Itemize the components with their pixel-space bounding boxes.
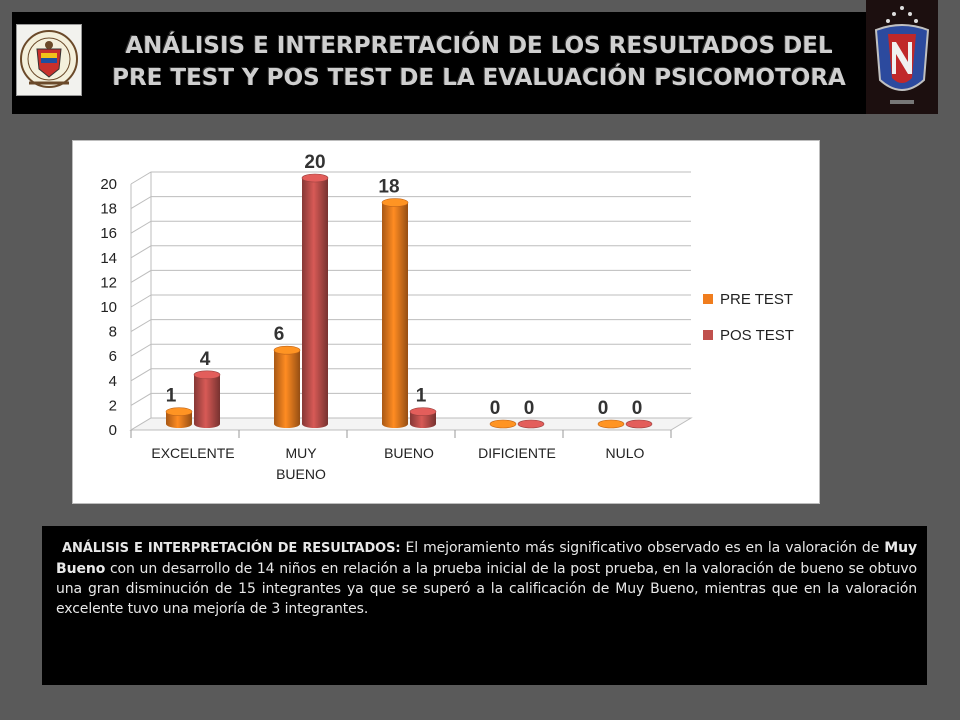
y-tick-label: 20 <box>100 176 117 193</box>
data-label: 0 <box>524 398 535 419</box>
bar-top <box>489 419 517 429</box>
title-bar: ANÁLISIS E INTERPRETACIÓN DE LOS RESULTA… <box>12 12 866 114</box>
data-label: 1 <box>416 386 427 407</box>
legend-swatch <box>703 330 713 340</box>
gridline <box>130 245 691 259</box>
gridline <box>130 269 691 283</box>
gridline <box>130 171 691 185</box>
university-seal-icon <box>16 24 82 96</box>
bar <box>166 411 192 428</box>
gridline <box>130 343 691 357</box>
y-tick-label: 16 <box>100 225 117 242</box>
analysis-heading: ANÁLISIS E INTERPRETACIÓN DE RESULTADOS: <box>62 541 401 556</box>
y-tick-label: 10 <box>100 299 117 316</box>
analysis-text-1: El mejoramiento más significativo observ… <box>400 540 885 556</box>
bar <box>410 411 436 428</box>
data-label: 0 <box>490 398 501 419</box>
x-category-label: NULO <box>606 445 645 461</box>
data-label: 1 <box>166 386 177 407</box>
bar-top <box>597 419 625 429</box>
institution-crest-icon <box>866 0 938 114</box>
bar <box>194 374 220 428</box>
legend-swatch <box>703 294 713 304</box>
gridline <box>130 294 691 308</box>
y-tick-label: 12 <box>100 274 117 291</box>
y-tick-label: 4 <box>109 373 117 390</box>
gridline <box>130 196 691 210</box>
x-category-label: MUY <box>285 445 317 461</box>
data-label: 18 <box>378 177 399 198</box>
y-tick-label: 18 <box>100 201 117 218</box>
y-tick-label: 6 <box>109 348 117 365</box>
bar-chart: 0 2 4 6 8 10 12 14 16 18 20 EXCELENTE MUY BUENO BUENO D… <box>72 140 820 504</box>
bar-top <box>517 419 545 429</box>
bar-top <box>409 407 437 417</box>
x-category-label: DIFICIENTE <box>478 445 556 461</box>
bar-top <box>625 419 653 429</box>
data-label: 6 <box>274 324 285 345</box>
analysis-text-2: con un desarrollo de 14 niños en relació… <box>56 561 917 617</box>
analysis-bold-term: Muy Bueno <box>56 540 917 577</box>
x-category-label: EXCELENTE <box>151 445 234 461</box>
y-tick-label: 2 <box>109 397 117 414</box>
gridline <box>130 319 691 333</box>
bar-top <box>273 345 301 355</box>
gridline <box>130 220 691 234</box>
analysis-panel: ANÁLISIS E INTERPRETACIÓN DE RESULTADOS:… <box>42 526 927 685</box>
y-tick-label: 0 <box>109 422 117 439</box>
bar-top <box>193 370 221 380</box>
data-label: 0 <box>598 398 609 419</box>
data-label: 4 <box>200 349 211 370</box>
x-category-label: BUENO <box>384 445 434 461</box>
page-title: ANÁLISIS E INTERPRETACIÓN DE LOS RESULTA… <box>112 33 846 91</box>
bar <box>302 178 328 428</box>
bar <box>274 350 300 428</box>
bar-top <box>381 198 409 207</box>
legend-label: PRE TEST <box>720 291 793 308</box>
y-tick-label: 8 <box>109 324 117 341</box>
bar <box>382 202 408 428</box>
data-label: 20 <box>304 152 325 173</box>
bar-top <box>165 407 193 417</box>
legend-label: POS TEST <box>720 327 794 344</box>
analysis-paragraph: ANÁLISIS E INTERPRETACIÓN DE RESULTADOS:… <box>42 526 927 619</box>
data-label: 0 <box>632 398 643 419</box>
x-category-label: BUENO <box>276 466 326 482</box>
bar-top <box>301 173 329 183</box>
y-tick-label: 14 <box>100 250 117 267</box>
